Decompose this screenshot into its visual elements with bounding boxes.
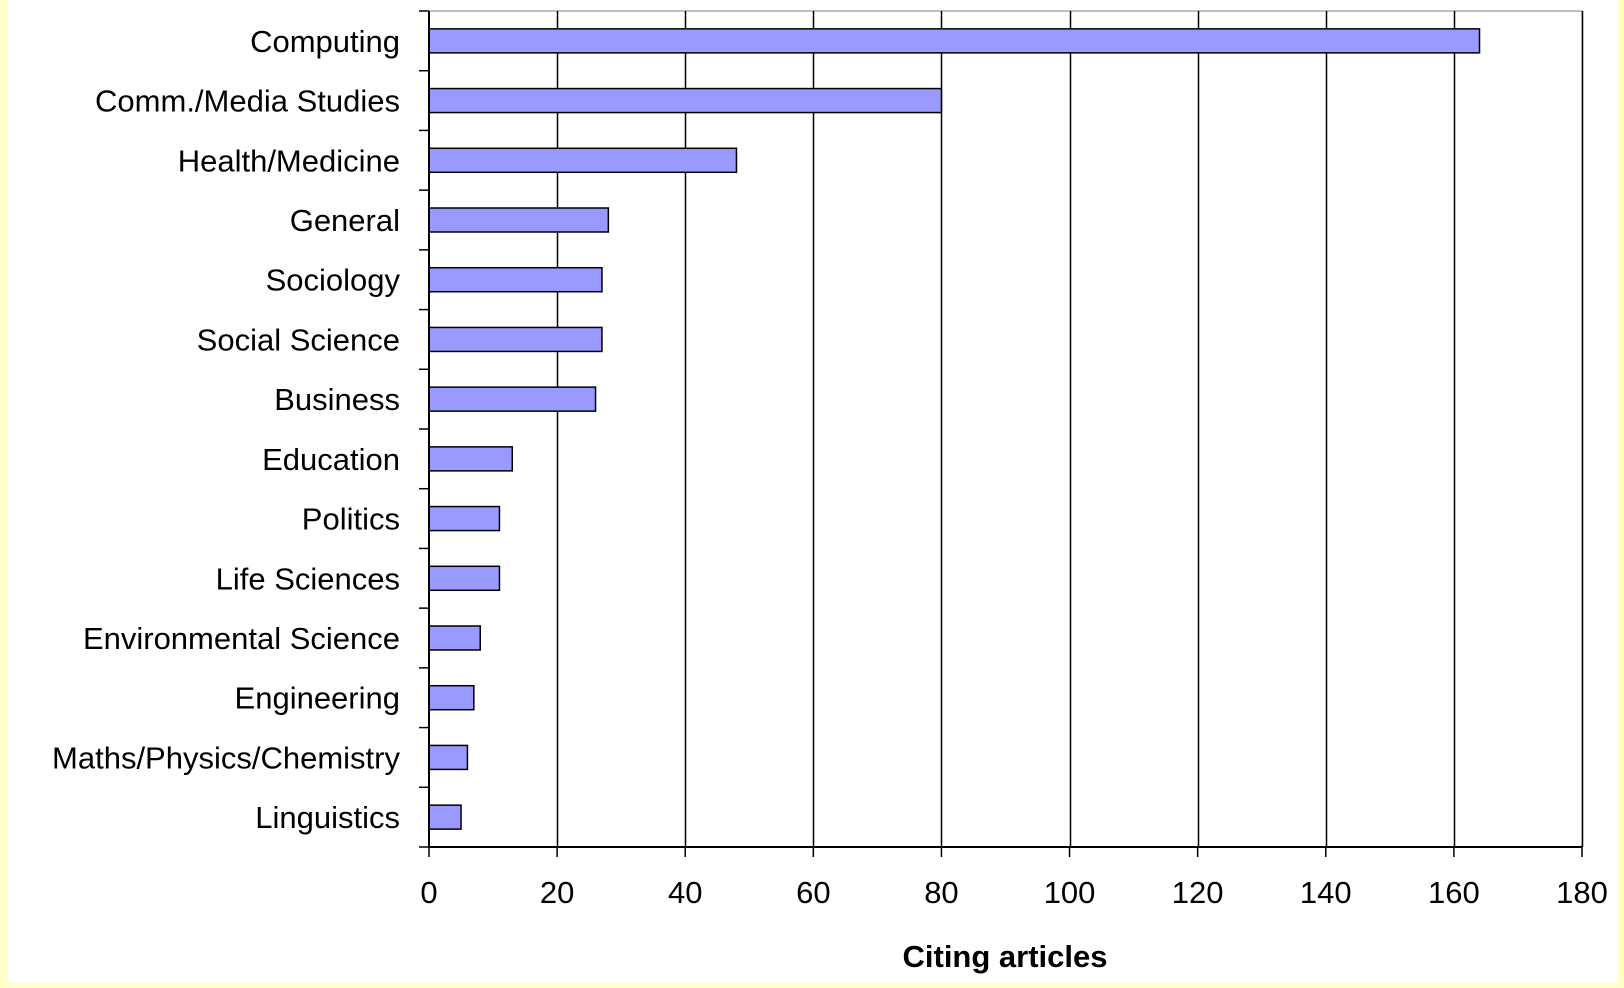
x-tick-label-0: 0 [420, 875, 437, 910]
x-tick-label-140: 140 [1300, 875, 1352, 910]
category-label-7: Education [262, 442, 400, 477]
x-tick-label-80: 80 [924, 875, 958, 910]
category-labels: Computing Comm./Media Studies Health/Medic… [52, 24, 400, 835]
bar-5 [428, 326, 603, 353]
x-tick-label-60: 60 [796, 875, 830, 910]
category-label-1: Comm./Media Studies [95, 84, 400, 119]
category-label-3: General [290, 203, 400, 238]
category-label-13: Linguistics [255, 800, 400, 835]
category-label-10: Environmental Science [83, 621, 400, 656]
bar-13 [428, 804, 462, 830]
bar-6 [428, 386, 597, 412]
x-tick-label-120: 120 [1172, 875, 1224, 910]
bar-3 [428, 207, 610, 233]
x-axis-title: Citing articles [903, 939, 1108, 974]
bar-12 [428, 744, 469, 771]
plot-area [428, 10, 1583, 848]
x-tick-label-160: 160 [1428, 875, 1480, 910]
category-label-4: Sociology [266, 263, 401, 298]
bar-chart: Computing Comm./Media Studies Health/Medic… [52, 10, 1608, 974]
gridlines [428, 10, 1584, 848]
bars [428, 28, 1481, 830]
bar-8 [428, 505, 501, 532]
x-tick-labels: 0 20 40 60 80 100 120 140 160 180 [420, 875, 1607, 910]
bar-7 [428, 446, 514, 472]
bar-1 [428, 87, 943, 114]
bar-4 [428, 266, 603, 293]
x-tick-label-180: 180 [1556, 875, 1608, 910]
category-label-8: Politics [302, 502, 400, 537]
chart-panel: Computing Comm./Media Studies Health/Medic… [8, 0, 1618, 983]
x-tick-label-40: 40 [668, 875, 702, 910]
category-label-9: Life Sciences [216, 561, 400, 596]
bar-2 [428, 147, 738, 174]
x-tick-label-100: 100 [1044, 875, 1096, 910]
category-label-0: Computing [250, 24, 400, 59]
bar-11 [428, 684, 475, 711]
axes [419, 10, 1583, 857]
category-label-6: Business [274, 382, 400, 417]
bar-10 [428, 625, 481, 651]
category-label-2: Health/Medicine [178, 143, 400, 178]
bar-0 [428, 28, 1481, 54]
category-label-5: Social Science [197, 322, 400, 357]
bar-9 [428, 565, 501, 592]
x-tick-label-20: 20 [540, 875, 574, 910]
category-label-12: Maths/Physics/Chemistry [52, 740, 400, 775]
category-label-11: Engineering [235, 681, 400, 716]
